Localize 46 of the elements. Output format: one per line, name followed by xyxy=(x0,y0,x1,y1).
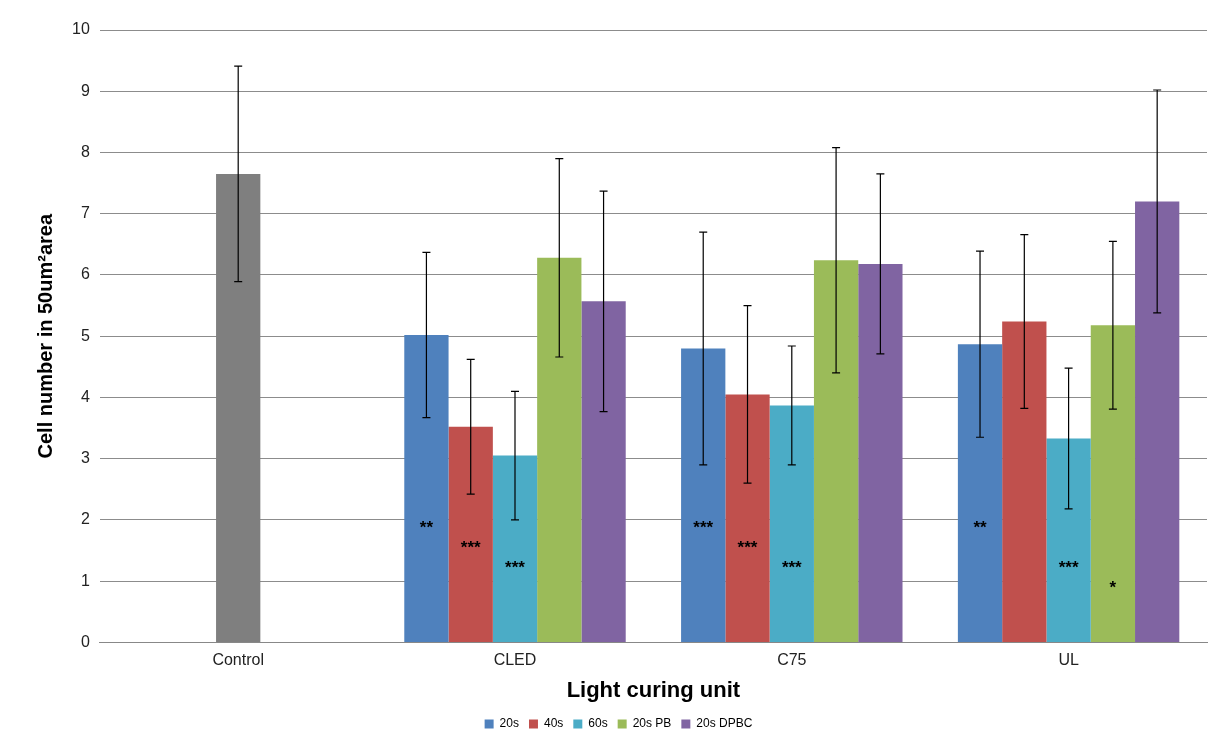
bar xyxy=(725,394,770,642)
y-tick-label: 6 xyxy=(80,265,90,283)
data-label: ** xyxy=(973,517,988,537)
y-axis-title: Cell number in 50um²area xyxy=(33,213,56,459)
legend-label: 20s DPBC xyxy=(696,716,753,731)
data-label: *** xyxy=(693,517,714,537)
legend-label: 20s xyxy=(499,716,519,731)
y-tick-label: 2 xyxy=(80,510,90,528)
bar xyxy=(957,344,1003,642)
legend-label: 40s xyxy=(543,716,564,731)
bar xyxy=(492,455,538,642)
x-tick-label: UL xyxy=(1058,651,1079,669)
x-tick-label: C75 xyxy=(777,651,807,669)
bar xyxy=(858,263,903,642)
bar xyxy=(448,426,493,642)
legend-label: 20s PB xyxy=(632,716,672,731)
bar xyxy=(813,260,859,642)
y-tick-label: 9 xyxy=(80,81,90,99)
bar xyxy=(769,405,814,642)
bar xyxy=(581,301,626,642)
y-tick-label: 7 xyxy=(80,204,90,222)
bar xyxy=(1046,438,1091,642)
data-label: ** xyxy=(419,517,434,537)
data-label: *** xyxy=(737,537,758,557)
y-tick-label: 4 xyxy=(80,387,90,405)
y-tick-label: 3 xyxy=(80,449,90,467)
bar xyxy=(537,257,582,642)
x-tick-label: Control xyxy=(212,651,264,669)
data-label: *** xyxy=(460,537,482,557)
data-label: *** xyxy=(1058,557,1079,577)
bar xyxy=(1090,325,1136,642)
data-label: *** xyxy=(505,557,526,577)
y-tick-label: 5 xyxy=(80,326,90,344)
y-tick-label: 8 xyxy=(80,142,90,160)
bar xyxy=(681,348,726,642)
y-tick-label: 0 xyxy=(80,632,90,650)
y-tick-label: 1 xyxy=(80,571,90,589)
x-tick-label: CLED xyxy=(493,651,537,669)
bar xyxy=(1002,321,1047,642)
x-axis-title: Light curing unit xyxy=(566,676,741,702)
data-label: * xyxy=(1109,577,1117,597)
bar xyxy=(1135,201,1180,642)
bar xyxy=(404,334,449,642)
y-tick-label: 10 xyxy=(72,20,90,38)
data-label: *** xyxy=(781,557,803,577)
legend-label: 60s xyxy=(588,716,608,731)
